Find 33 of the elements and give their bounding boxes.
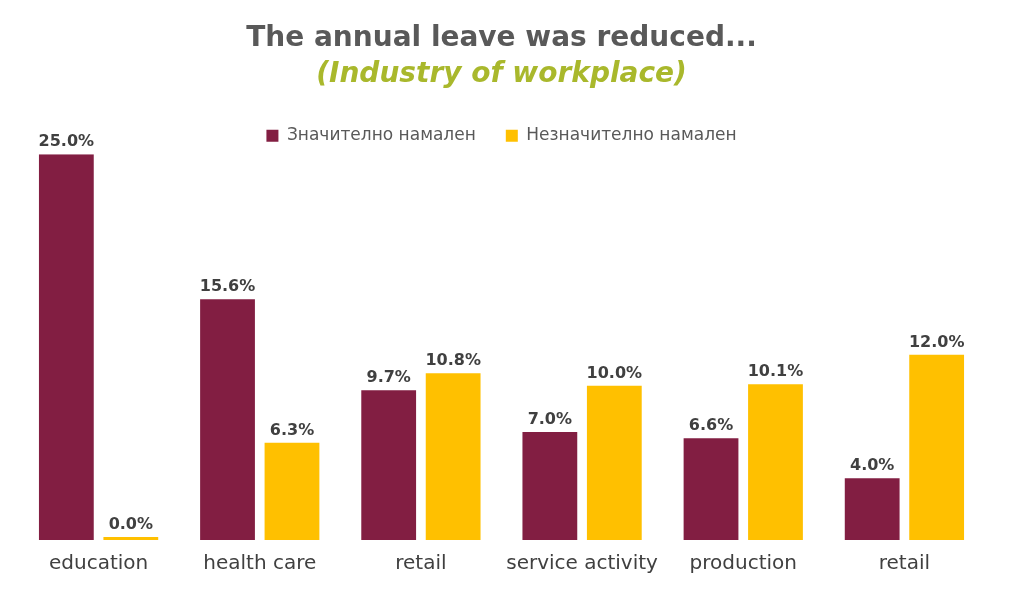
bar <box>748 384 803 540</box>
legend-label: Значително намален <box>286 124 476 145</box>
x-tick-label: production <box>689 550 797 575</box>
bar <box>425 373 481 540</box>
chart-title: The annual leave was reduced... <box>246 20 757 54</box>
x-tick-label: retail <box>395 550 447 575</box>
legend-label: Незначително намален <box>526 124 737 145</box>
bar <box>200 299 255 540</box>
bar <box>683 438 739 540</box>
data-label: 7.0% <box>527 409 573 429</box>
bar <box>361 390 417 540</box>
x-tick-label: service activity <box>506 550 659 575</box>
chart-subtitle: (Industry of workplace) <box>316 55 687 89</box>
data-label: 10.0% <box>586 362 643 382</box>
bar <box>844 478 900 540</box>
data-label: 12.0% <box>908 331 965 351</box>
data-label: 0.0% <box>108 514 153 534</box>
data-label: 25.0% <box>38 131 95 151</box>
bar <box>586 385 642 540</box>
data-label: 6.6% <box>688 415 734 435</box>
data-label: 10.8% <box>425 350 481 370</box>
bar <box>909 354 965 540</box>
x-tick-label: health care <box>203 550 317 575</box>
bar <box>38 154 94 540</box>
data-label: 4.0% <box>850 455 895 475</box>
data-label: 15.6% <box>199 276 256 296</box>
bar <box>264 442 320 540</box>
data-label: 6.3% <box>269 419 315 439</box>
data-label: 9.7% <box>366 367 411 387</box>
bar <box>522 431 578 540</box>
x-tick-label: retail <box>878 550 931 575</box>
data-label: 10.1% <box>747 361 804 381</box>
x-tick-label: education <box>48 550 149 575</box>
